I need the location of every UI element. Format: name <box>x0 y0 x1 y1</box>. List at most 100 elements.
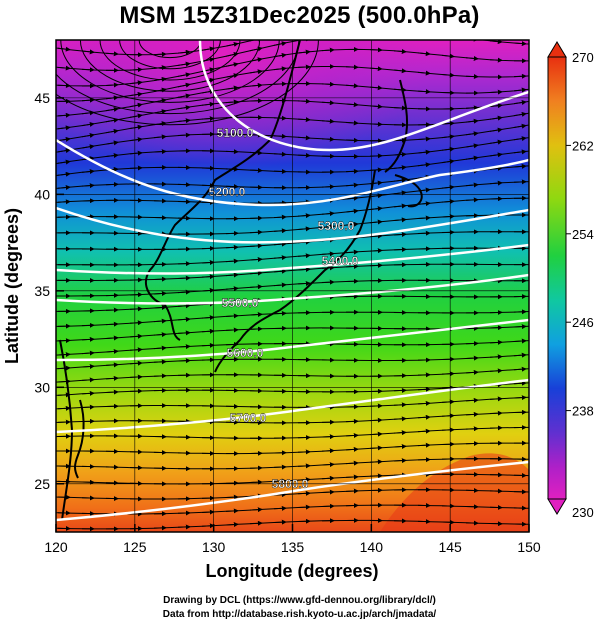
wind-arrow <box>321 475 335 481</box>
wind-arrow <box>513 149 527 155</box>
wind-arrow <box>345 249 359 255</box>
x-tick-label: 130 <box>202 539 226 555</box>
wind-arrow <box>345 182 359 188</box>
wind-arrow <box>442 36 454 37</box>
wind-arrow <box>369 417 383 423</box>
wind-arrow <box>225 494 239 500</box>
wind-arrow <box>57 352 71 358</box>
wind-arrow <box>489 180 503 186</box>
wind-arrow <box>441 413 455 419</box>
wind-arrow <box>465 131 479 137</box>
wind-arrow <box>273 464 287 470</box>
wind-arrow <box>513 73 527 79</box>
wind-arrow <box>297 449 311 455</box>
wind-arrow <box>153 291 167 297</box>
wind-arrow <box>369 219 383 225</box>
wind-arrow <box>321 489 335 495</box>
wind-arrow <box>177 316 191 322</box>
wind-arrow <box>129 102 143 108</box>
wind-arrow <box>513 100 527 105</box>
wind-arrow <box>225 272 239 278</box>
wind-arrow <box>321 462 335 468</box>
wind-arrow <box>105 128 119 134</box>
colorbar-scale <box>547 56 567 500</box>
x-tick-label: 125 <box>123 539 147 555</box>
wind-arrow <box>489 410 503 416</box>
streamline <box>56 137 529 165</box>
wind-arrow <box>273 505 287 511</box>
wind-arrow <box>57 112 71 118</box>
wind-arrow <box>201 274 215 280</box>
wind-arrow <box>417 400 431 406</box>
wind-arrow <box>441 146 455 152</box>
wind-arrow <box>441 371 455 377</box>
wind-arrow <box>297 135 311 141</box>
wind-arrow <box>417 70 431 76</box>
wind-arrow <box>393 416 407 422</box>
wind-arrow <box>57 65 71 71</box>
wind-arrow <box>57 392 71 398</box>
wind-arrow <box>441 184 455 190</box>
wind-arrow <box>441 214 455 220</box>
wind-arrow <box>201 523 215 529</box>
wind-arrow <box>249 479 263 485</box>
wind-arrow <box>81 67 95 73</box>
wind-arrow <box>369 193 383 199</box>
contour-5400 <box>56 243 529 275</box>
y-axis: 25 30 35 40 45 <box>34 90 64 492</box>
wind-arrow <box>441 120 455 126</box>
wind-arrow <box>369 233 383 239</box>
wind-arrow <box>249 229 263 235</box>
wind-arrow <box>465 55 479 61</box>
wind-arrow <box>393 444 407 450</box>
wind-arrow <box>369 66 383 72</box>
streamline <box>56 99 529 130</box>
wind-arrow <box>105 389 119 395</box>
wind-arrow <box>346 18 358 20</box>
wind-arrow <box>393 68 407 74</box>
wind-arrow <box>321 184 335 190</box>
taiwan-coastline <box>74 399 85 479</box>
wind-arrow <box>465 105 479 111</box>
contour-label: 5700.0 <box>230 411 267 425</box>
wind-arrow <box>321 81 335 87</box>
wind-arrow <box>177 132 191 138</box>
wind-arrow <box>249 46 263 52</box>
wind-arrow <box>225 313 239 319</box>
wind-arrow <box>417 162 431 168</box>
streamline <box>56 489 529 500</box>
wind-arrow <box>297 504 311 510</box>
wind-arrow <box>57 136 71 142</box>
wind-arrow <box>129 91 143 97</box>
footer-data-source: Data from http://database.rish.kyoto-u.a… <box>162 609 437 620</box>
wind-arrow <box>57 379 71 384</box>
wind-arrow <box>225 85 239 91</box>
streamline <box>56 354 529 370</box>
wind-arrow <box>273 151 287 157</box>
y-tick-label: 45 <box>34 90 50 106</box>
wind-arrow <box>81 390 95 396</box>
contour-label: 5100.0 <box>217 126 254 140</box>
wind-arrow <box>370 16 382 17</box>
wind-arrow <box>225 62 239 68</box>
wind-arrow <box>297 463 311 469</box>
wind-arrow <box>249 243 263 249</box>
wind-arrow <box>81 144 95 150</box>
contour-label: 5300.0 <box>318 219 355 233</box>
wind-arrow <box>201 46 215 52</box>
wind-arrow <box>489 103 503 109</box>
wind-arrow <box>321 251 335 257</box>
wind-arrow <box>249 312 263 318</box>
wind-arrow <box>153 318 167 324</box>
wind-arrow <box>225 166 239 172</box>
warm-patch <box>380 453 529 532</box>
wind-arrow <box>273 133 287 139</box>
wind-arrow <box>489 396 503 402</box>
colorbar-min-arrow <box>547 498 567 515</box>
streamline <box>56 82 529 117</box>
wind-arrow <box>513 380 527 386</box>
wind-arrow <box>105 106 119 112</box>
wind-arrow <box>273 228 287 234</box>
wind-arrow <box>489 354 503 360</box>
contour-5200 <box>56 138 529 207</box>
